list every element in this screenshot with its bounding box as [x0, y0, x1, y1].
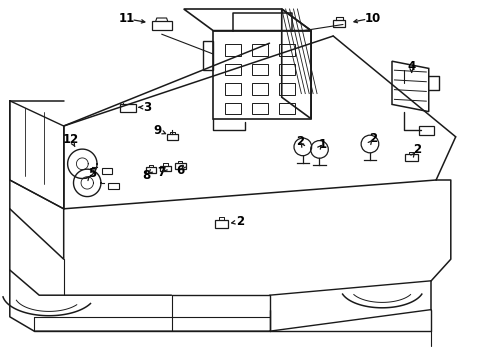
Bar	[279, 44, 295, 56]
Bar	[252, 64, 268, 75]
Bar	[215, 220, 228, 228]
Bar	[279, 83, 295, 95]
Text: 6: 6	[176, 165, 184, 177]
Bar	[146, 167, 156, 173]
Bar	[252, 103, 268, 114]
Bar	[225, 103, 241, 114]
Bar	[102, 168, 112, 174]
Bar	[279, 64, 295, 75]
Text: 2: 2	[369, 132, 377, 145]
Bar	[225, 44, 241, 56]
Bar	[167, 134, 178, 140]
Bar	[406, 154, 417, 161]
Text: 2: 2	[296, 135, 304, 148]
Text: 12: 12	[63, 133, 79, 146]
Text: 7: 7	[158, 166, 166, 179]
Bar	[252, 44, 268, 56]
Text: 11: 11	[118, 12, 135, 25]
Bar	[203, 41, 213, 70]
Bar	[225, 64, 241, 75]
Text: 1: 1	[318, 138, 326, 150]
Bar	[152, 21, 172, 30]
Text: 10: 10	[364, 12, 381, 24]
Bar	[175, 163, 186, 169]
Bar	[120, 104, 136, 112]
Text: 4: 4	[408, 60, 416, 73]
Text: 3: 3	[143, 101, 151, 114]
Text: 2: 2	[414, 143, 421, 156]
Bar	[279, 103, 295, 114]
Text: 2: 2	[236, 215, 244, 228]
Bar	[160, 166, 171, 171]
Text: 8: 8	[142, 169, 150, 182]
Bar	[333, 20, 345, 27]
Bar	[252, 83, 268, 95]
Bar	[108, 183, 119, 189]
Bar	[419, 126, 434, 135]
Text: 5: 5	[88, 167, 96, 180]
Bar	[225, 83, 241, 95]
Text: 9: 9	[154, 124, 162, 137]
